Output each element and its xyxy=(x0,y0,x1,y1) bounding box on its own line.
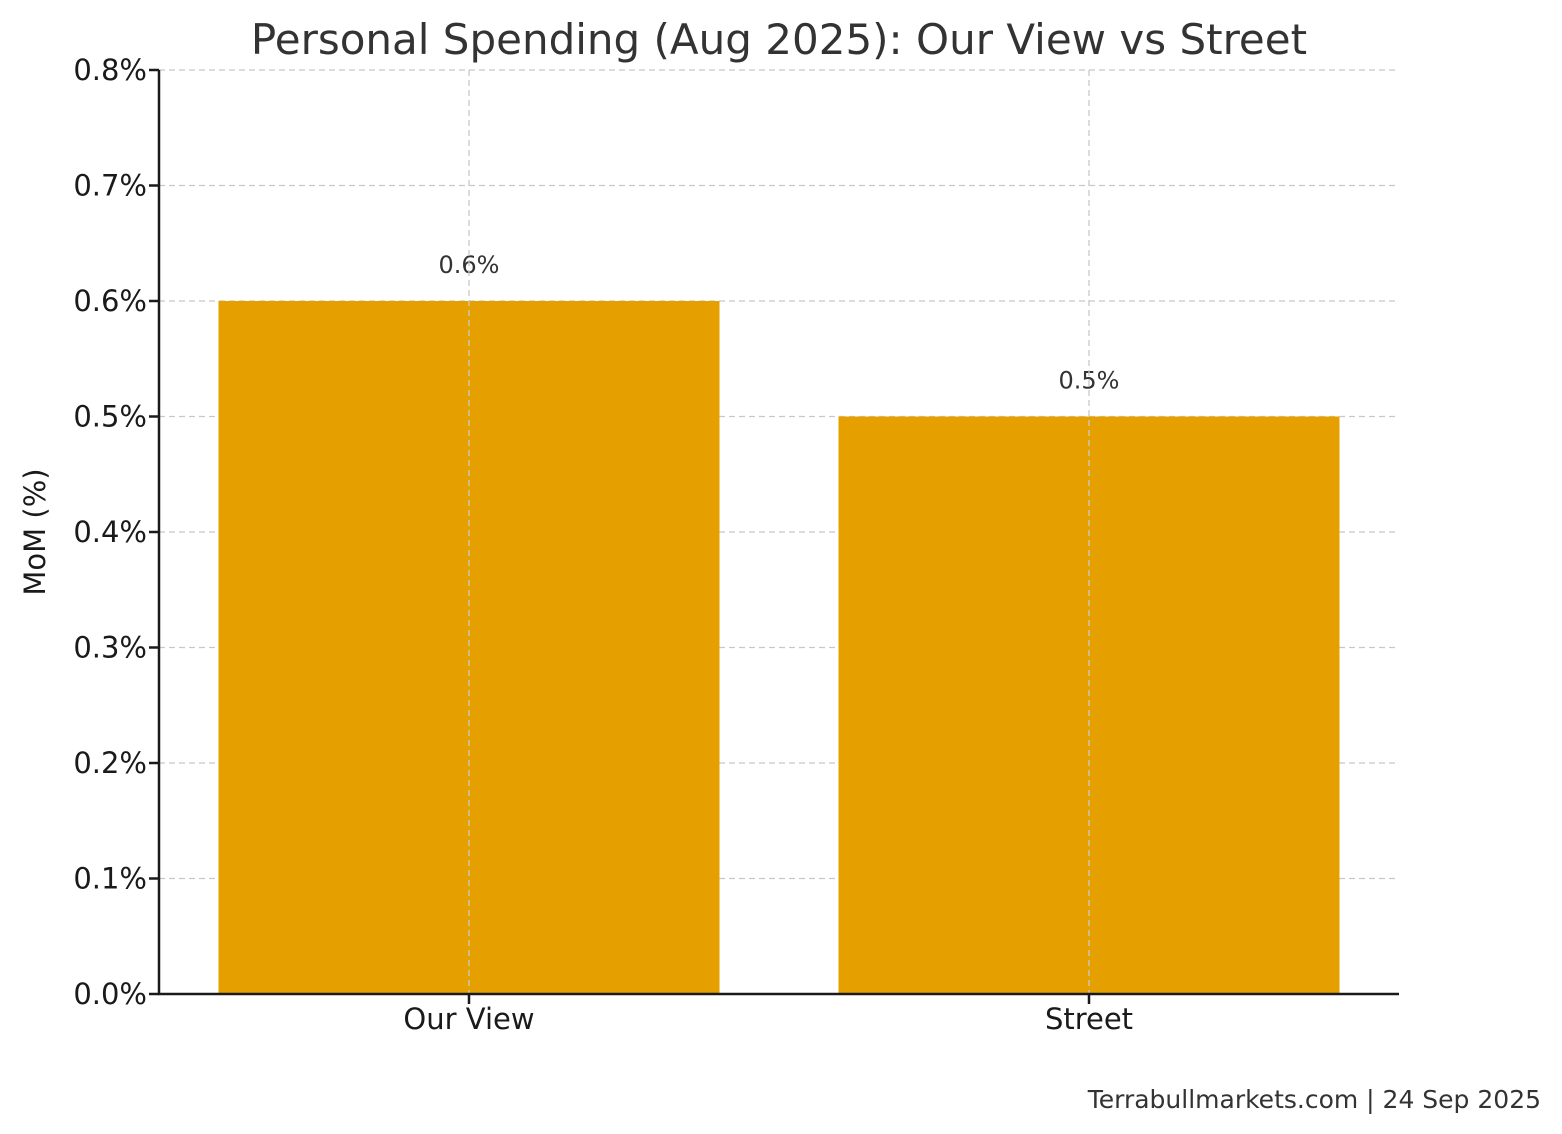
y-axis-label: MoM (%) xyxy=(18,468,52,595)
vertical-gridlines xyxy=(468,70,1090,994)
y-tick-label: 0.5% xyxy=(73,400,147,434)
y-tick-label: 0.6% xyxy=(73,284,147,318)
x-axis: Our View Street xyxy=(158,992,1399,1036)
y-tick-label: 0.4% xyxy=(73,515,147,549)
y-axis: 0.0% 0.1% 0.2% 0.3% 0.4% 0.5% 0.6% 0.7% 0.8% xyxy=(73,53,161,1011)
footer-source: Terrabullmarkets.com | 24 Sep 2025 xyxy=(1087,1085,1541,1114)
y-tick-label: 0.7% xyxy=(73,169,147,203)
bar xyxy=(218,301,720,994)
bars: 0.6%0.5% xyxy=(218,251,1340,994)
x-tick-label: Street xyxy=(1045,1002,1133,1036)
y-tick-label: 0.2% xyxy=(73,746,147,780)
x-tick-label: Our View xyxy=(403,1002,534,1036)
y-tick-label: 0.0% xyxy=(73,977,147,1011)
y-tick-label: 0.3% xyxy=(73,631,147,665)
chart-title: Personal Spending (Aug 2025): Our View v… xyxy=(251,15,1307,64)
y-tick-label: 0.1% xyxy=(73,862,147,896)
y-tick-label: 0.8% xyxy=(73,53,147,87)
